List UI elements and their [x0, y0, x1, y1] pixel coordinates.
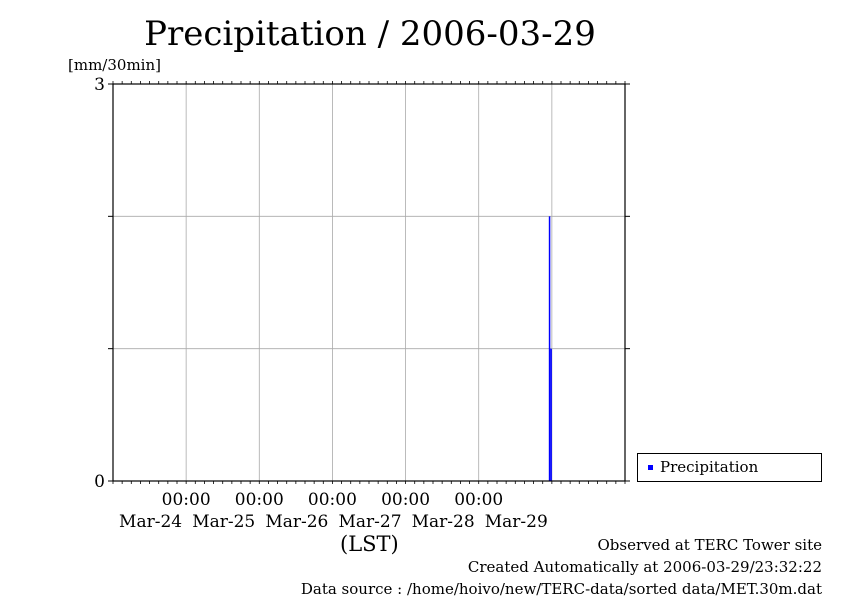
plot-border — [112, 83, 626, 482]
x-tick-date-label: Mar-26 — [265, 512, 328, 532]
y-axis-unit-label: [mm/30min] — [68, 56, 161, 74]
chart-title: Precipitation / 2006-03-29 — [144, 14, 596, 54]
axis-tick-labels: 0300:00Mar-2400:00Mar-2500:00Mar-2600:00… — [94, 75, 548, 532]
x-tick-date-label: Mar-29 — [485, 512, 548, 532]
footer-created-line: Created Automatically at 2006-03-29/23:3… — [467, 558, 822, 576]
x-tick-time-label: 00:00 — [308, 490, 357, 510]
x-tick-date-label: Mar-28 — [412, 512, 475, 532]
x-tick-date-label: Mar-25 — [192, 512, 255, 532]
x-tick-time-label: 00:00 — [381, 490, 430, 510]
footer-source-line: Data source : /home/hoivo/new/TERC-data/… — [300, 580, 822, 598]
precipitation-bar — [550, 348, 552, 481]
x-axis-label: (LST) — [340, 532, 399, 556]
legend-label: Precipitation — [660, 458, 759, 476]
x-tick-time-label: 00:00 — [162, 490, 211, 510]
x-tick-date-label: Mar-27 — [338, 512, 401, 532]
precipitation-bar — [548, 216, 551, 482]
y-tick-label: 3 — [94, 75, 105, 95]
precipitation-bars — [548, 216, 552, 482]
legend: Precipitation — [637, 453, 822, 482]
x-tick-time-label: 00:00 — [235, 490, 284, 510]
plot-frame — [108, 81, 630, 484]
y-tick-label: 0 — [94, 472, 105, 492]
x-tick-time-label: 00:00 — [454, 490, 503, 510]
x-tick-date-label: Mar-24 — [119, 512, 182, 532]
grid-lines — [113, 84, 625, 481]
footer-observed-line: Observed at TERC Tower site — [597, 536, 822, 554]
legend-swatch — [648, 465, 653, 470]
